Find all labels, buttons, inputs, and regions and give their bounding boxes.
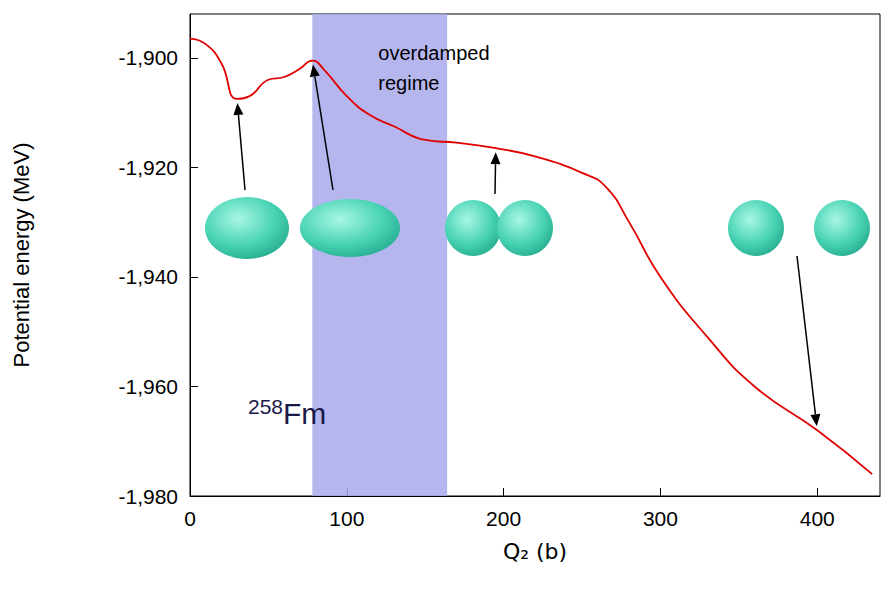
svg-text:Fm: Fm (283, 397, 326, 430)
svg-text:300: 300 (643, 507, 678, 530)
svg-text:regime: regime (378, 72, 439, 94)
svg-text:-1,960: -1,960 (118, 375, 178, 398)
svg-text:400: 400 (800, 507, 835, 530)
svg-text:-1,920: -1,920 (118, 156, 178, 179)
svg-text:overdamped: overdamped (378, 42, 489, 64)
svg-text:-1,900: -1,900 (118, 46, 178, 69)
svg-text:0: 0 (184, 507, 196, 530)
svg-text:Q₂ (b): Q₂ (b) (503, 539, 567, 564)
svg-text:100: 100 (329, 507, 364, 530)
svg-text:258: 258 (248, 395, 283, 418)
svg-text:-1,940: -1,940 (118, 265, 178, 288)
svg-text:-1,980: -1,980 (118, 485, 178, 508)
svg-text:Potential energy (MeV): Potential energy (MeV) (9, 143, 34, 368)
svg-text:200: 200 (486, 507, 521, 530)
